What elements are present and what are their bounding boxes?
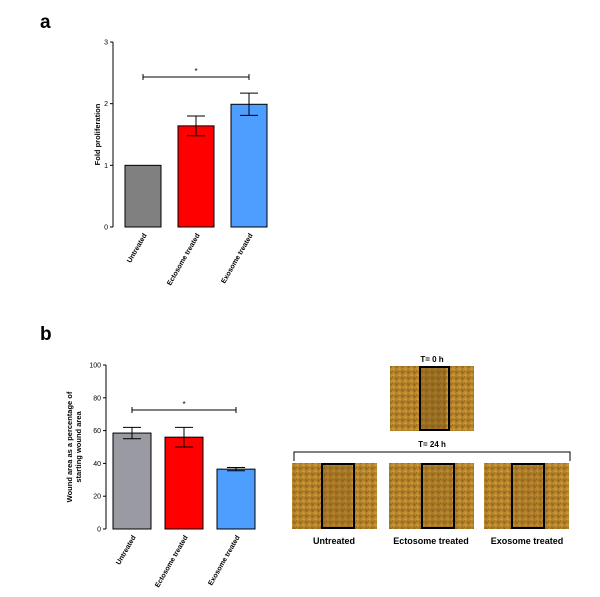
bar-untreated xyxy=(112,432,152,530)
micrograph-label-ectosome: Ectosome treated xyxy=(393,536,469,546)
bar-exosome-treated xyxy=(230,103,268,228)
bar-ectosome-treated xyxy=(177,125,215,228)
micrograph-label-untreated: Untreated xyxy=(313,536,355,546)
y-axis-label: Wound area as a percentage ofstarting wo… xyxy=(65,391,83,502)
y-tick-label: 2 xyxy=(104,101,108,108)
y-axis-label-line: starting wound area xyxy=(74,411,83,483)
micrograph-label-exosome: Exosome treated xyxy=(491,536,564,546)
y-tick-label: 100 xyxy=(89,363,101,370)
panel-letter-b: b xyxy=(40,324,52,345)
y-tick-label: 60 xyxy=(93,428,101,435)
category-label: Untreated xyxy=(126,233,148,265)
micrograph-ectosome xyxy=(389,463,474,529)
micrograph-exosome xyxy=(484,463,569,529)
panel-letter-a: a xyxy=(40,12,51,33)
category-label: Ectosome treated xyxy=(166,233,201,287)
bar-exosome-treated xyxy=(216,468,256,530)
y-tick-label: 80 xyxy=(93,395,101,402)
category-label: Untreated xyxy=(115,535,137,567)
y-tick-label: 20 xyxy=(93,494,101,501)
bar-untreated xyxy=(124,164,162,228)
category-label: Exosome treated xyxy=(220,233,254,285)
y-tick-label: 0 xyxy=(97,527,101,534)
category-label: Ectosome treated xyxy=(154,535,189,589)
bar-ectosome-treated xyxy=(164,436,204,530)
micrograph-t0 xyxy=(390,366,474,431)
micrographs: T= 0 h T= 24 h Untreated Ectosome treate… xyxy=(292,355,571,546)
t24-bracket xyxy=(293,451,571,461)
y-tick-label: 40 xyxy=(93,461,101,468)
micrograph-untreated xyxy=(292,463,377,529)
y-tick-label: 3 xyxy=(104,40,108,47)
significance-label: * xyxy=(194,67,197,76)
y-axis-label-line: Wound area as a percentage of xyxy=(65,391,74,502)
significance-label: * xyxy=(182,400,185,409)
chart-a: 0 1 2 3 Fold proliferation Untreated Ectosome … xyxy=(93,40,268,287)
chart-b: 0 20 40 60 80 100 Wound area as a percentage o… xyxy=(65,363,256,589)
t0-label: T= 0 h xyxy=(420,355,443,364)
y-tick-label: 0 xyxy=(104,225,108,232)
t24-label: T= 24 h xyxy=(418,440,446,449)
y-axis-label: Fold proliferation xyxy=(93,103,102,165)
category-label: Exosome treated xyxy=(207,535,241,587)
y-tick-label: 1 xyxy=(104,163,108,170)
